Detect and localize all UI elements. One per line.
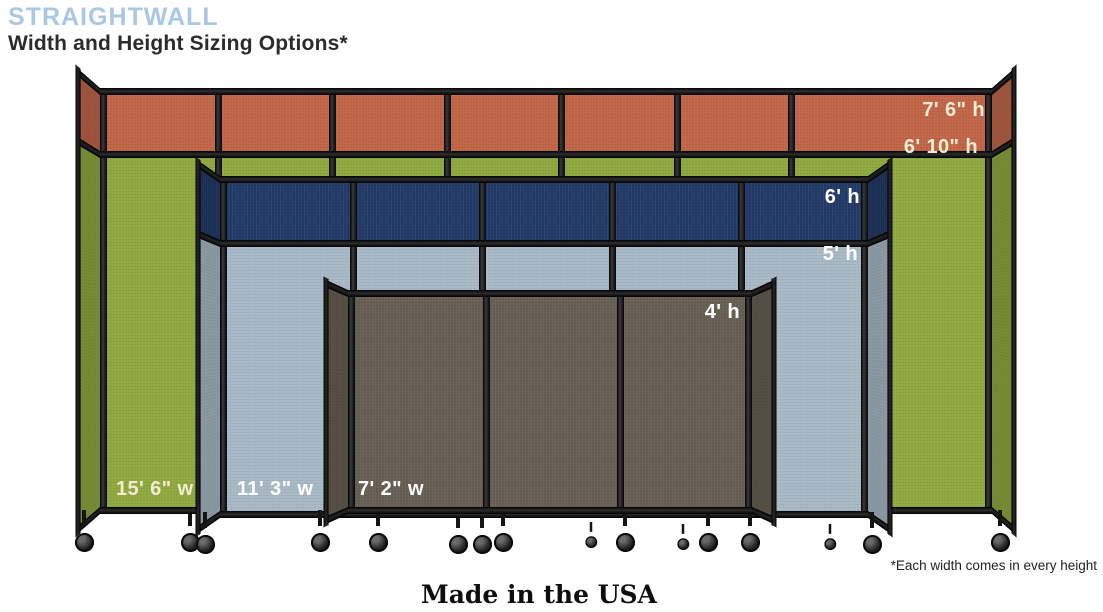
frame-post bbox=[617, 290, 624, 514]
end-panel-shading bbox=[323, 279, 348, 526]
caster-wheel bbox=[492, 510, 514, 552]
brand-title: STRAIGHTWALL bbox=[8, 4, 348, 30]
frame-post bbox=[348, 290, 355, 514]
width-label-7ft2: 7' 2" w bbox=[358, 478, 424, 501]
frame-rail bbox=[348, 290, 752, 297]
height-label-6ft: 6' h bbox=[760, 186, 860, 209]
caster-wheel bbox=[697, 510, 719, 552]
width-label-11ft3: 11' 3" w bbox=[237, 478, 313, 501]
wall-7ft2-left-end-panel bbox=[323, 279, 348, 526]
height-label-5ft: 5' h bbox=[758, 243, 858, 266]
frame-post bbox=[483, 290, 490, 514]
header: STRAIGHTWALL Width and Height Sizing Opt… bbox=[8, 4, 348, 56]
caster-wheel bbox=[584, 522, 598, 548]
wall-7ft2-right-end-panel bbox=[752, 279, 777, 526]
height-label-6ft10: 6' 10" h bbox=[858, 136, 978, 159]
product-sizing-diagram: STRAIGHTWALL Width and Height Sizing Opt… bbox=[0, 0, 1103, 612]
partition-wall-7ft2 bbox=[0, 0, 1103, 612]
height-label-4ft: 4' h bbox=[640, 301, 740, 324]
height-label-7ft6: 7' 6" h bbox=[865, 99, 985, 122]
made-in-usa-text: Made in the USA bbox=[383, 580, 695, 609]
end-panel-shading bbox=[752, 279, 777, 526]
frame-post bbox=[745, 290, 752, 514]
footnote-text: *Each width comes in every height bbox=[891, 558, 1097, 573]
frame-rail bbox=[348, 507, 752, 514]
caster-wheel bbox=[309, 510, 331, 552]
caster-wheel bbox=[367, 510, 389, 552]
width-label-15ft6: 15' 6" w bbox=[116, 478, 193, 501]
brown-body-panel bbox=[348, 297, 752, 507]
page-subtitle: Width and Height Sizing Options* bbox=[8, 32, 348, 56]
caster-wheel bbox=[739, 510, 761, 552]
caster-wheel bbox=[614, 510, 636, 552]
